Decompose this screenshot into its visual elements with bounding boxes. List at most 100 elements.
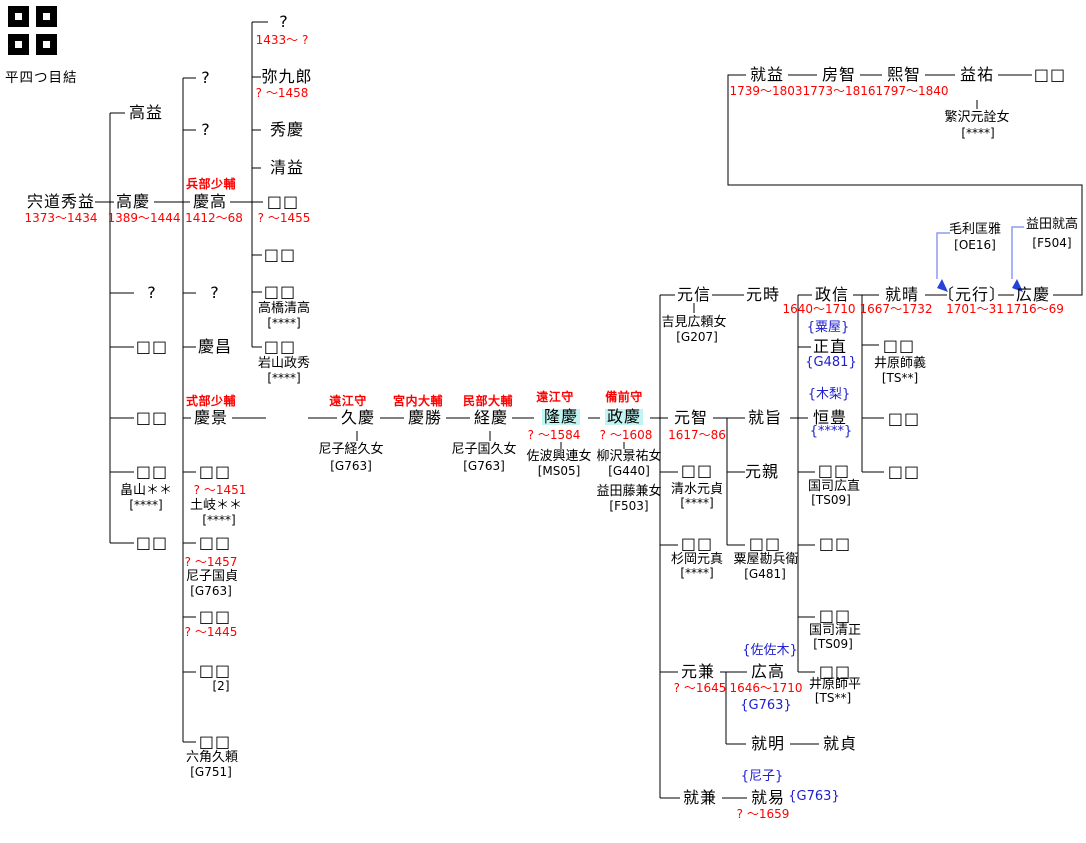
clan-reference-link[interactable]: {粟屋} — [806, 320, 850, 335]
person-name: 房智 — [821, 65, 857, 84]
person-name: □□ — [198, 533, 232, 552]
person-name: 就益 — [749, 65, 785, 84]
person-name: 宍道秀益 — [26, 192, 96, 211]
person-name: □□ — [887, 462, 921, 481]
person-name: □□ — [198, 732, 232, 751]
person-name: 元兼 — [680, 662, 716, 681]
reference-code: [MS05] — [537, 464, 581, 478]
relative-name: 岩山政秀 — [257, 356, 311, 371]
life-dates: ? ～1584 — [527, 428, 581, 442]
person-name: ? — [279, 12, 289, 31]
life-dates: ? ～1445 — [184, 625, 238, 639]
person-name: □□ — [135, 462, 169, 481]
relative-name: 粟屋勘兵衛 — [733, 552, 799, 567]
person-name: □□ — [818, 606, 852, 625]
life-dates: ? ～1457 — [184, 555, 238, 569]
relative-name: 益田藤兼女 — [596, 484, 662, 499]
person-name-highlighted: 政慶 — [604, 407, 644, 426]
reference-code: [OE16] — [954, 238, 996, 252]
clan-reference-link[interactable]: {尼子} — [740, 769, 784, 784]
life-dates: ? ～1458 — [255, 86, 309, 100]
life-dates: 1617～86 — [668, 428, 726, 442]
person-name: 元時 — [745, 285, 781, 304]
person-name: □□ — [198, 462, 232, 481]
life-dates: ? ～1455 — [257, 211, 311, 225]
relative-name: 清水元貞 — [670, 482, 724, 497]
person-name: 元親 — [744, 462, 780, 481]
person-name: □□ — [135, 337, 169, 356]
person-name: 就易 — [750, 788, 786, 807]
life-dates: 1739～1803 — [729, 84, 803, 98]
clan-reference-link[interactable]: {G763} — [740, 698, 792, 713]
person-name: □□ — [266, 192, 300, 211]
life-dates: 1373～1434 — [24, 211, 98, 225]
relative-name: 井原師義 — [873, 356, 927, 371]
family-crest-icon — [8, 6, 58, 60]
life-dates: 1701～31 — [946, 302, 1004, 316]
person-name: ? — [210, 283, 220, 302]
person-name: 〔元行〕 — [937, 285, 1007, 304]
person-name: 恒豊 — [812, 408, 848, 427]
reference-code: [TS09] — [813, 637, 853, 651]
person-name: 益祐 — [959, 65, 995, 84]
reference-code: [F504] — [1032, 236, 1072, 250]
person-name: □□ — [263, 337, 297, 356]
person-name: 慶景 — [193, 408, 229, 427]
reference-code: [TS**] — [881, 371, 919, 385]
clan-reference-link[interactable]: {****} — [809, 424, 853, 439]
life-dates: ? ～1608 — [599, 428, 653, 442]
clan-reference-link[interactable]: {G763} — [788, 789, 840, 804]
reference-code: [****] — [680, 566, 714, 580]
relative-name: 土岐＊＊ — [189, 498, 243, 513]
person-name: 久慶 — [340, 408, 376, 427]
person-name: 就明 — [750, 734, 786, 753]
person-name: 高益 — [128, 103, 164, 122]
person-name-highlighted: 隆慶 — [541, 407, 581, 426]
relative-name: 国司清正 — [808, 623, 862, 638]
adoption-arrow-head-icon — [1012, 279, 1023, 292]
reference-code: [G440] — [608, 464, 650, 478]
relative-name: 国司広直 — [807, 479, 861, 494]
person-name: □□ — [135, 533, 169, 552]
relative-name: 尼子経久女 — [318, 442, 384, 457]
relative-name: 佐波興連女 — [526, 449, 592, 464]
reference-code: [****] — [961, 126, 995, 140]
person-name: 慶勝 — [407, 408, 443, 427]
person-name: 元智 — [673, 408, 709, 427]
person-name: 秀慶 — [269, 120, 305, 139]
person-name: 就貞 — [822, 734, 858, 753]
court-title: 民部大輔 — [462, 394, 514, 408]
reference-code: [****] — [267, 316, 301, 330]
reference-code: [G481] — [744, 567, 786, 581]
person-name: □□ — [818, 662, 852, 681]
life-dates: 1646～1710 — [729, 681, 803, 695]
reference-code: [****] — [267, 371, 301, 385]
person-name: □□ — [198, 607, 232, 626]
life-dates: 1667～1732 — [859, 302, 933, 316]
life-dates: 1412～68 — [185, 211, 243, 225]
clan-reference-link[interactable]: {G481} — [805, 355, 857, 370]
person-name: 正直 — [812, 337, 848, 356]
adoption-arrow-head-icon — [937, 279, 948, 292]
clan-reference-link[interactable]: {木梨} — [807, 387, 851, 402]
clan-reference-link[interactable]: {佐佐木} — [742, 643, 798, 658]
relative-name: 尼子国久女 — [451, 442, 517, 457]
person-name: □□ — [680, 461, 714, 480]
reference-code: [G763] — [463, 459, 505, 473]
relative-name: 杉岡元真 — [670, 552, 724, 567]
person-name: 清益 — [269, 158, 305, 177]
person-name: 政信 — [814, 285, 850, 304]
reference-code: [****] — [680, 496, 714, 510]
court-title: 備前守 — [605, 390, 643, 404]
life-dates: ? ～1645 — [673, 681, 727, 695]
reference-code: [****] — [202, 513, 236, 527]
relative-name: 吉見広頼女 — [661, 315, 727, 330]
person-name: □□ — [680, 534, 714, 553]
person-name: 元信 — [676, 285, 712, 304]
person-name: 広慶 — [1015, 285, 1051, 304]
life-dates: 1716～69 — [1006, 302, 1064, 316]
person-name: 広高 — [750, 662, 786, 681]
person-name: □□ — [263, 245, 297, 264]
court-title: 兵部少輔 — [185, 177, 237, 191]
